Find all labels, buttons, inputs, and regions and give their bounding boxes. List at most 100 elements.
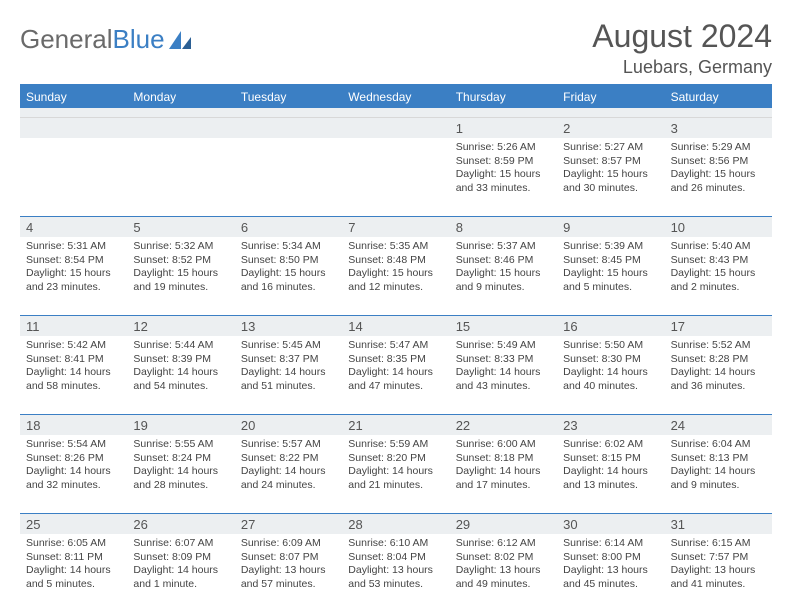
- week-row: Sunrise: 5:26 AMSunset: 8:59 PMDaylight:…: [20, 138, 772, 216]
- sunrise-line: Sunrise: 5:57 AM: [241, 438, 336, 452]
- day-number: 8: [450, 217, 557, 237]
- daylight-line: Daylight: 14 hours and 1 minute.: [133, 564, 228, 591]
- logo-sail-icon: [167, 29, 195, 51]
- daylight-line: Daylight: 13 hours and 57 minutes.: [241, 564, 336, 591]
- logo: GeneralBlue: [20, 18, 195, 55]
- sunrise-line: Sunrise: 5:44 AM: [133, 339, 228, 353]
- sunrise-line: Sunrise: 6:02 AM: [563, 438, 658, 452]
- sunset-line: Sunset: 8:18 PM: [456, 452, 551, 466]
- sunrise-line: Sunrise: 5:32 AM: [133, 240, 228, 254]
- day-cell: [20, 138, 127, 216]
- sunrise-line: Sunrise: 5:29 AM: [671, 141, 766, 155]
- daylight-line: Daylight: 15 hours and 5 minutes.: [563, 267, 658, 294]
- daylight-line: Daylight: 14 hours and 54 minutes.: [133, 366, 228, 393]
- header-spacer: [20, 108, 772, 118]
- daylight-line: Daylight: 14 hours and 28 minutes.: [133, 465, 228, 492]
- daynum-row: 45678910: [20, 216, 772, 237]
- daylight-line: Daylight: 13 hours and 53 minutes.: [348, 564, 443, 591]
- day-cell: Sunrise: 5:26 AMSunset: 8:59 PMDaylight:…: [450, 138, 557, 216]
- day-number: [235, 118, 342, 138]
- daylight-line: Daylight: 15 hours and 19 minutes.: [133, 267, 228, 294]
- day-cell: Sunrise: 5:32 AMSunset: 8:52 PMDaylight:…: [127, 237, 234, 315]
- day-number: 20: [235, 415, 342, 435]
- sunrise-line: Sunrise: 6:10 AM: [348, 537, 443, 551]
- sunset-line: Sunset: 8:00 PM: [563, 551, 658, 565]
- daylight-line: Daylight: 15 hours and 33 minutes.: [456, 168, 551, 195]
- day-cell: Sunrise: 5:27 AMSunset: 8:57 PMDaylight:…: [557, 138, 664, 216]
- day-cell: Sunrise: 5:50 AMSunset: 8:30 PMDaylight:…: [557, 336, 664, 414]
- daylight-line: Daylight: 14 hours and 32 minutes.: [26, 465, 121, 492]
- sunrise-line: Sunrise: 5:40 AM: [671, 240, 766, 254]
- sunset-line: Sunset: 7:57 PM: [671, 551, 766, 565]
- day-cell: Sunrise: 5:47 AMSunset: 8:35 PMDaylight:…: [342, 336, 449, 414]
- day-cell: Sunrise: 6:12 AMSunset: 8:02 PMDaylight:…: [450, 534, 557, 612]
- sunrise-line: Sunrise: 6:12 AM: [456, 537, 551, 551]
- day-cell: Sunrise: 5:42 AMSunset: 8:41 PMDaylight:…: [20, 336, 127, 414]
- sunset-line: Sunset: 8:02 PM: [456, 551, 551, 565]
- sunrise-line: Sunrise: 6:15 AM: [671, 537, 766, 551]
- day-cell: Sunrise: 5:59 AMSunset: 8:20 PMDaylight:…: [342, 435, 449, 513]
- day-number: 2: [557, 118, 664, 138]
- sunset-line: Sunset: 8:04 PM: [348, 551, 443, 565]
- sunset-line: Sunset: 8:30 PM: [563, 353, 658, 367]
- day-number: 25: [20, 514, 127, 534]
- day-number: 26: [127, 514, 234, 534]
- day-number: 28: [342, 514, 449, 534]
- sunrise-line: Sunrise: 5:39 AM: [563, 240, 658, 254]
- sunrise-line: Sunrise: 5:37 AM: [456, 240, 551, 254]
- day-cell: Sunrise: 5:55 AMSunset: 8:24 PMDaylight:…: [127, 435, 234, 513]
- daylight-line: Daylight: 13 hours and 41 minutes.: [671, 564, 766, 591]
- sunrise-line: Sunrise: 5:34 AM: [241, 240, 336, 254]
- day-cell: Sunrise: 5:44 AMSunset: 8:39 PMDaylight:…: [127, 336, 234, 414]
- day-number: 6: [235, 217, 342, 237]
- day-cell: Sunrise: 5:52 AMSunset: 8:28 PMDaylight:…: [665, 336, 772, 414]
- day-number: [127, 118, 234, 138]
- day-number: 14: [342, 316, 449, 336]
- sunrise-line: Sunrise: 5:31 AM: [26, 240, 121, 254]
- sunset-line: Sunset: 8:48 PM: [348, 254, 443, 268]
- weekday-tue: Tuesday: [235, 86, 342, 108]
- sunset-line: Sunset: 8:57 PM: [563, 155, 658, 169]
- sunset-line: Sunset: 8:45 PM: [563, 254, 658, 268]
- sunset-line: Sunset: 8:24 PM: [133, 452, 228, 466]
- sunset-line: Sunset: 8:07 PM: [241, 551, 336, 565]
- daylight-line: Daylight: 14 hours and 21 minutes.: [348, 465, 443, 492]
- sunrise-line: Sunrise: 5:54 AM: [26, 438, 121, 452]
- sunset-line: Sunset: 8:22 PM: [241, 452, 336, 466]
- daynum-row: 123: [20, 118, 772, 138]
- daylight-line: Daylight: 14 hours and 43 minutes.: [456, 366, 551, 393]
- daylight-line: Daylight: 14 hours and 40 minutes.: [563, 366, 658, 393]
- sunset-line: Sunset: 8:59 PM: [456, 155, 551, 169]
- day-number: 5: [127, 217, 234, 237]
- sunrise-line: Sunrise: 5:52 AM: [671, 339, 766, 353]
- sunrise-line: Sunrise: 6:05 AM: [26, 537, 121, 551]
- day-number: [20, 118, 127, 138]
- title-block: August 2024 Luebars, Germany: [592, 18, 772, 78]
- day-cell: Sunrise: 5:31 AMSunset: 8:54 PMDaylight:…: [20, 237, 127, 315]
- sunrise-line: Sunrise: 5:27 AM: [563, 141, 658, 155]
- sunset-line: Sunset: 8:54 PM: [26, 254, 121, 268]
- daylight-line: Daylight: 14 hours and 9 minutes.: [671, 465, 766, 492]
- sunrise-line: Sunrise: 5:49 AM: [456, 339, 551, 353]
- daylight-line: Daylight: 15 hours and 23 minutes.: [26, 267, 121, 294]
- location: Luebars, Germany: [592, 57, 772, 78]
- day-number: 17: [665, 316, 772, 336]
- sunset-line: Sunset: 8:56 PM: [671, 155, 766, 169]
- daylight-line: Daylight: 15 hours and 16 minutes.: [241, 267, 336, 294]
- day-number: 9: [557, 217, 664, 237]
- daylight-line: Daylight: 14 hours and 24 minutes.: [241, 465, 336, 492]
- daylight-line: Daylight: 14 hours and 36 minutes.: [671, 366, 766, 393]
- sunset-line: Sunset: 8:35 PM: [348, 353, 443, 367]
- day-cell: Sunrise: 6:05 AMSunset: 8:11 PMDaylight:…: [20, 534, 127, 612]
- daynum-row: 25262728293031: [20, 513, 772, 534]
- sunset-line: Sunset: 8:20 PM: [348, 452, 443, 466]
- sunrise-line: Sunrise: 5:42 AM: [26, 339, 121, 353]
- daylight-line: Daylight: 14 hours and 17 minutes.: [456, 465, 551, 492]
- day-cell: Sunrise: 6:15 AMSunset: 7:57 PMDaylight:…: [665, 534, 772, 612]
- day-cell: Sunrise: 6:07 AMSunset: 8:09 PMDaylight:…: [127, 534, 234, 612]
- sunset-line: Sunset: 8:28 PM: [671, 353, 766, 367]
- weekday-fri: Friday: [557, 86, 664, 108]
- sunrise-line: Sunrise: 6:14 AM: [563, 537, 658, 551]
- day-cell: Sunrise: 5:49 AMSunset: 8:33 PMDaylight:…: [450, 336, 557, 414]
- sunset-line: Sunset: 8:43 PM: [671, 254, 766, 268]
